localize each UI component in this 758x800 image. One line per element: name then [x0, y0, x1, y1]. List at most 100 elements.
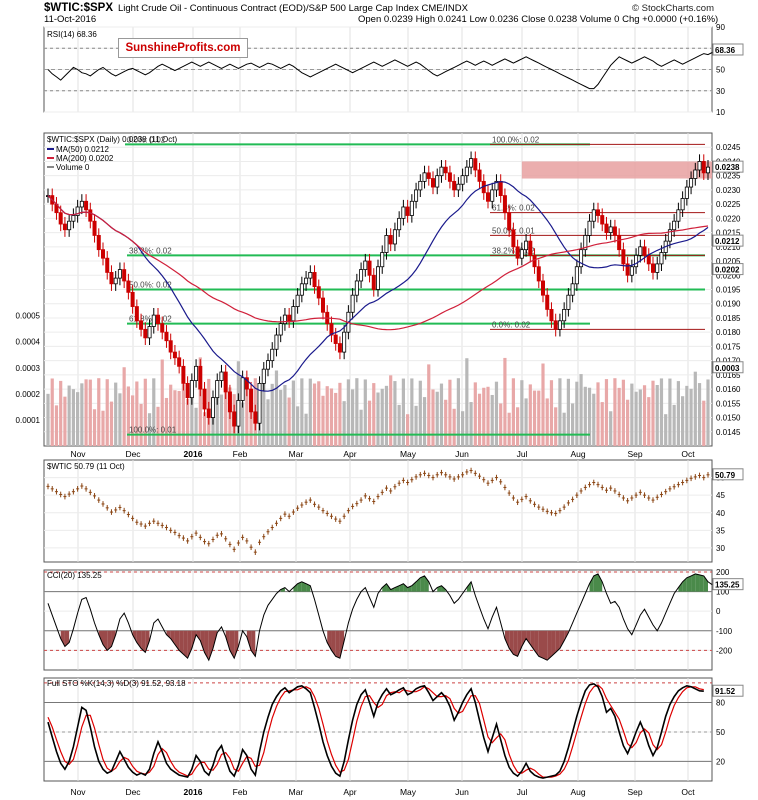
volume-tick-label: 0.0001: [16, 416, 41, 425]
cci-oversold-fill: [200, 630, 205, 653]
ohlc-summary: Open 0.0239 High 0.0241 Low 0.0236 Close…: [358, 14, 719, 25]
candle-body: [79, 200, 84, 208]
volume-bar: [164, 397, 169, 446]
cci-oversold-fill: [234, 630, 239, 659]
volume-bar: [511, 378, 515, 446]
cci-oversold-fill: [179, 630, 184, 655]
price-axis-tick-label: 0.0210: [716, 243, 741, 252]
volume-bar: [283, 384, 287, 446]
cci-oversold-fill: [504, 630, 510, 649]
price-axis-tick-label: 0.0195: [716, 286, 741, 295]
volume-bar: [549, 380, 554, 446]
price-axis-tick-label: 0.0185: [716, 314, 741, 323]
volume-bar: [600, 402, 604, 446]
price-axis-tick-label: 0.0170: [716, 357, 741, 366]
cci-axis-tick-label: -100: [716, 627, 733, 636]
candle-body: [706, 166, 711, 174]
cci-line: [47, 573, 713, 662]
fib-red-label: 61.8%: 0.02: [492, 204, 535, 213]
cci-oversold-fill: [526, 630, 531, 645]
wtic-axis-tick-label: 40: [716, 509, 725, 518]
volume-bar: [554, 407, 558, 446]
cci-overbought-fill: [293, 583, 298, 592]
volume-bar: [524, 398, 528, 446]
volume-bar: [173, 390, 177, 446]
candle-body: [701, 161, 706, 174]
ma200-last-badge-box: [712, 263, 744, 276]
cci-oversold-fill: [339, 630, 345, 659]
candle-body: [113, 277, 118, 285]
price-axis-tick-label: 0.0235: [716, 172, 741, 181]
cci-oversold-fill: [64, 630, 70, 647]
volume-bar: [461, 411, 465, 446]
candle-body: [210, 397, 215, 418]
volume-bar: [477, 393, 482, 446]
candle-body: [693, 169, 698, 179]
candle-body: [409, 200, 414, 216]
candle-body: [587, 220, 592, 236]
candle-body: [549, 309, 554, 322]
cci-overbought-fill: [403, 583, 408, 592]
price-axis-tick-label: 0.0160: [716, 385, 741, 394]
volume-bar: [503, 357, 507, 446]
volume-bar: [312, 383, 317, 446]
candle-body: [354, 280, 359, 296]
volume-bar: [202, 412, 207, 446]
candle-body: [490, 189, 495, 202]
legend-entry: MA(50) 0.0212: [56, 145, 109, 154]
candle-body: [667, 229, 672, 242]
wtic-axis-tick-label: 45: [716, 491, 725, 500]
candle-body: [532, 254, 537, 268]
candle-body: [194, 365, 199, 381]
candle-body: [164, 331, 169, 342]
month-label-bottom-Jul: Jul: [517, 787, 528, 797]
candle-body: [511, 229, 516, 248]
resistance-zone: [521, 161, 712, 179]
volume-bar: [579, 374, 583, 446]
candle-body: [147, 326, 152, 339]
candle-body: [333, 334, 338, 344]
candle-body: [600, 215, 605, 225]
candle-body: [139, 320, 144, 330]
volume-bar: [270, 383, 274, 446]
sto-axis-tick-label: 50: [716, 728, 725, 737]
candle-body: [320, 297, 325, 313]
volume-bar: [672, 404, 676, 446]
month-label-bottom-Dec: Dec: [125, 787, 141, 797]
volume-bar: [359, 409, 363, 446]
candle-body: [430, 178, 435, 188]
volume-last-badge-box: [712, 361, 744, 374]
legend-entry: MA(200) 0.0202: [56, 154, 114, 163]
volume-bar: [92, 409, 97, 446]
volume-bar: [351, 389, 355, 446]
candle-body: [676, 209, 681, 222]
candle-body: [185, 382, 190, 399]
sto-k-last-badge-box: [712, 684, 744, 697]
volume-bar: [338, 382, 342, 446]
cci-oversold-fill: [509, 630, 514, 655]
volume-bar: [621, 379, 625, 446]
candle-body: [337, 343, 342, 353]
candle-body: [596, 209, 601, 216]
volume-bar: [706, 379, 710, 446]
volume-bar: [435, 391, 439, 446]
candle-body: [392, 229, 397, 245]
month-label-Jul: Jul: [517, 449, 528, 459]
volume-bar: [702, 400, 706, 446]
cci-oversold-fill: [183, 630, 188, 659]
candle-body: [134, 306, 139, 322]
candle-body: [308, 272, 313, 279]
volume-bar: [139, 403, 143, 446]
candle-body: [642, 246, 647, 256]
rsi-line: [47, 49, 721, 90]
candle-body: [460, 175, 465, 185]
volume-bar: [71, 389, 75, 446]
month-label-bottom-Mar: Mar: [289, 787, 304, 797]
rsi-axis-tick-label: 90: [716, 23, 725, 32]
volume-bar: [528, 384, 532, 446]
cci-oversold-fill: [559, 630, 565, 649]
candle-body: [92, 220, 97, 236]
candle-body: [604, 223, 609, 233]
fib-green-label: 0.0%: 0.02: [127, 135, 166, 144]
candle-body: [646, 254, 651, 265]
